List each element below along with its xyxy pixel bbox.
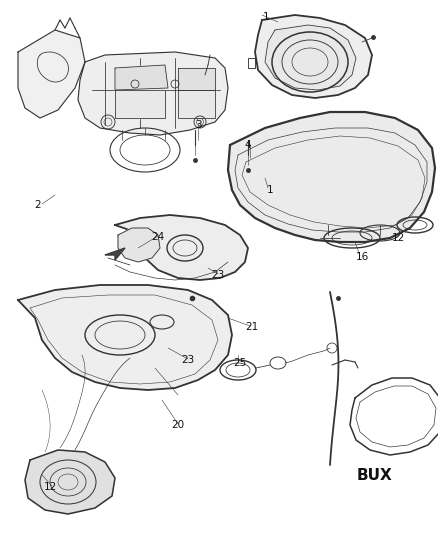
Text: 12: 12 [43, 482, 57, 492]
Text: 4: 4 [245, 140, 251, 150]
Text: 25: 25 [233, 358, 247, 368]
Polygon shape [178, 68, 215, 90]
Text: 3: 3 [194, 120, 201, 130]
Text: 21: 21 [245, 322, 258, 332]
Text: 1: 1 [267, 185, 273, 195]
Text: 24: 24 [152, 232, 165, 242]
Polygon shape [115, 65, 168, 90]
Polygon shape [78, 52, 228, 135]
Text: 12: 12 [392, 233, 405, 243]
Polygon shape [105, 248, 125, 260]
Text: 23: 23 [181, 355, 194, 365]
Text: 2: 2 [35, 200, 41, 210]
Text: BUX: BUX [357, 468, 393, 483]
Polygon shape [18, 285, 232, 390]
Polygon shape [178, 90, 215, 118]
Text: 16: 16 [355, 252, 369, 262]
Text: 23: 23 [212, 270, 225, 280]
Polygon shape [25, 450, 115, 514]
Text: 1: 1 [263, 12, 269, 22]
Polygon shape [255, 15, 372, 98]
Polygon shape [228, 112, 435, 242]
Polygon shape [18, 30, 85, 118]
Polygon shape [118, 228, 160, 262]
Polygon shape [265, 25, 356, 90]
Text: 20: 20 [171, 420, 184, 430]
Polygon shape [115, 90, 165, 118]
Polygon shape [115, 215, 248, 280]
